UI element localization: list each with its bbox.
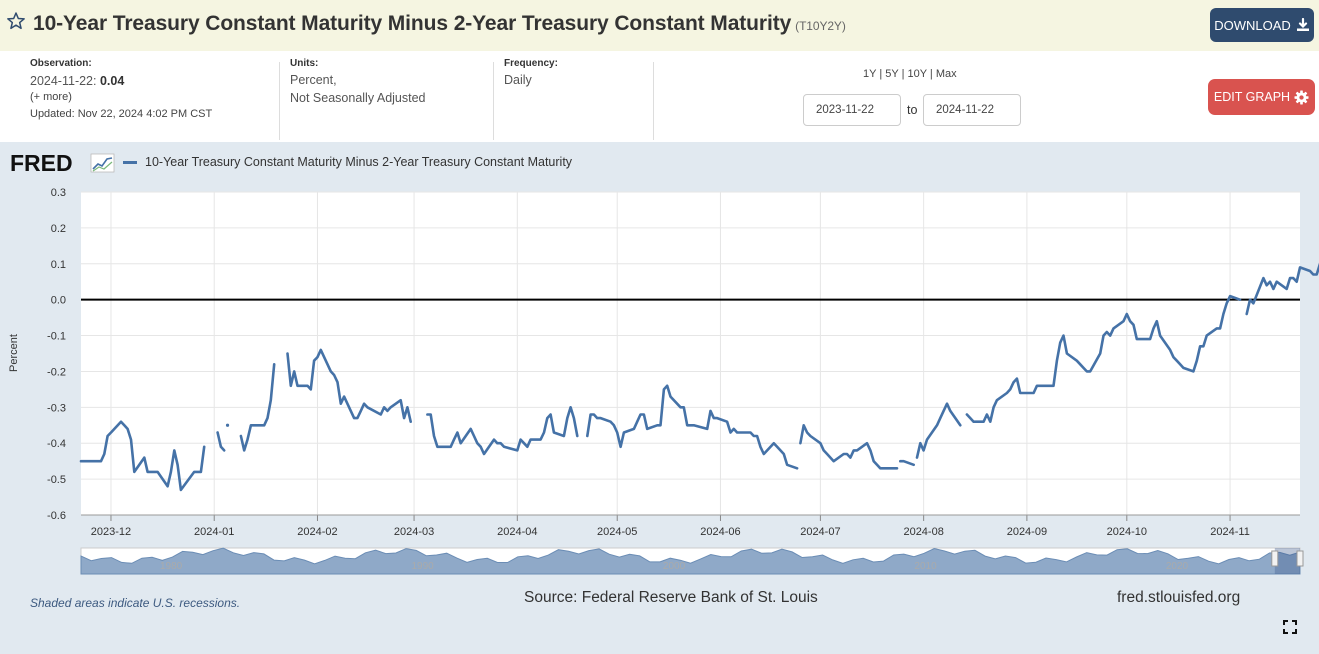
y-axis-label: Percent bbox=[8, 334, 20, 372]
observation-line: 2024-11-22: 0.04 bbox=[30, 72, 212, 90]
start-date-input[interactable]: 2023-11-22 bbox=[803, 94, 901, 126]
to-label: to bbox=[907, 103, 918, 117]
updated-line: Updated: Nov 22, 2024 4:02 PM CST bbox=[30, 108, 212, 120]
edit-graph-button[interactable]: EDIT GRAPH bbox=[1208, 79, 1315, 115]
fred-logo: FRED bbox=[10, 150, 115, 176]
range-max[interactable]: Max bbox=[935, 68, 957, 80]
divider bbox=[493, 62, 494, 140]
more-link[interactable]: (+ more) bbox=[30, 91, 72, 103]
recession-note: Shaded areas indicate U.S. recessions. bbox=[30, 596, 241, 610]
legend-swatch bbox=[123, 160, 137, 164]
series-id: (T10Y2Y) bbox=[795, 19, 846, 33]
chart-legend: 10-Year Treasury Constant Maturity Minus… bbox=[123, 155, 572, 169]
page-title: 10-Year Treasury Constant Maturity Minus… bbox=[33, 12, 846, 36]
updated-label: Updated: bbox=[30, 108, 75, 120]
frequency-value: Daily bbox=[504, 73, 532, 87]
fred-logo-text: FRED bbox=[10, 150, 73, 176]
download-icon bbox=[1296, 18, 1309, 31]
units-line2: Not Seasonally Adjusted bbox=[290, 91, 426, 105]
download-button[interactable]: DOWNLOAD bbox=[1210, 8, 1314, 42]
range-5y[interactable]: 5Y bbox=[885, 68, 899, 80]
units-label: Units: bbox=[290, 58, 319, 69]
range-10y[interactable]: 10Y bbox=[907, 68, 927, 80]
download-label: DOWNLOAD bbox=[1214, 17, 1291, 33]
title-bar: 10-Year Treasury Constant Maturity Minus… bbox=[0, 0, 1319, 51]
observation-panel: Observation: 2024-11-22: 0.04 (+ more) U… bbox=[30, 58, 212, 142]
units-line1: Percent, bbox=[290, 73, 337, 87]
observation-value: 0.04 bbox=[99, 74, 125, 88]
edit-graph-label: EDIT GRAPH bbox=[1213, 90, 1291, 104]
observation-label: Observation: bbox=[30, 58, 92, 69]
gear-icon bbox=[1294, 89, 1309, 105]
graph-area bbox=[0, 142, 1319, 654]
fullscreen-icon[interactable] bbox=[1283, 620, 1297, 634]
range-1y[interactable]: 1Y bbox=[863, 68, 877, 80]
fred-url[interactable]: fred.stlouisfed.org bbox=[1117, 589, 1241, 606]
series-title: 10-Year Treasury Constant Maturity Minus… bbox=[33, 12, 792, 35]
updated-value: Nov 22, 2024 4:02 PM CST bbox=[77, 108, 213, 120]
units-panel: Units: Percent, Not Seasonally Adjusted bbox=[290, 58, 426, 142]
divider bbox=[653, 62, 654, 140]
frequency-panel: Frequency: Daily bbox=[504, 58, 558, 142]
star-icon[interactable] bbox=[6, 11, 26, 31]
legend-label: 10-Year Treasury Constant Maturity Minus… bbox=[145, 155, 573, 169]
frequency-label: Frequency: bbox=[504, 58, 558, 69]
divider bbox=[279, 62, 280, 140]
end-date-input[interactable]: 2024-11-22 bbox=[923, 94, 1021, 126]
range-links: 1Y | 5Y | 10Y | Max bbox=[863, 68, 957, 80]
source-text: Source: Federal Reserve Bank of St. Loui… bbox=[524, 589, 818, 606]
observation-date: 2024-11-22: bbox=[30, 74, 97, 88]
